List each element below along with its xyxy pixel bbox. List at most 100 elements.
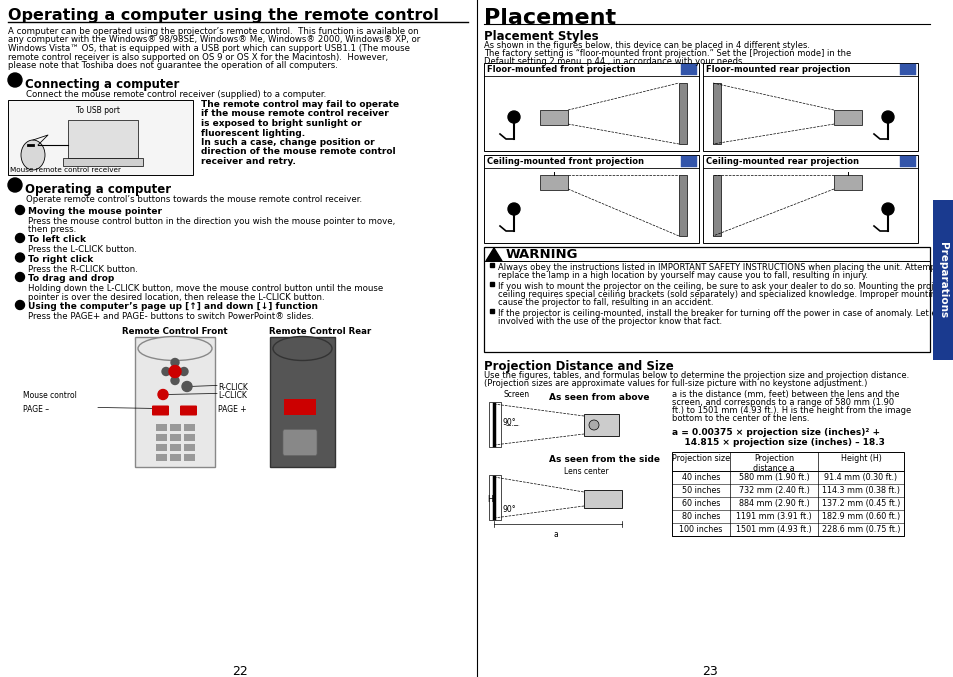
Circle shape — [182, 382, 192, 391]
Text: 22: 22 — [232, 665, 248, 677]
Circle shape — [882, 203, 893, 215]
FancyBboxPatch shape — [156, 424, 168, 431]
Ellipse shape — [138, 336, 212, 360]
Text: a: a — [554, 530, 558, 539]
Text: replace the lamp in a high location by yourself may cause you to fall, resulting: replace the lamp in a high location by y… — [497, 271, 867, 280]
FancyBboxPatch shape — [284, 399, 315, 414]
Text: Remote Control Rear: Remote Control Rear — [269, 326, 371, 336]
Text: Lens center: Lens center — [563, 467, 608, 476]
FancyBboxPatch shape — [171, 434, 181, 441]
FancyBboxPatch shape — [68, 120, 138, 158]
Text: 14.815 × projection size (inches) – 18.3: 14.815 × projection size (inches) – 18.3 — [671, 438, 884, 447]
Text: 580 mm (1.90 ft.): 580 mm (1.90 ft.) — [738, 473, 808, 482]
Text: To left click: To left click — [28, 235, 86, 244]
Text: fluorescent lighting.: fluorescent lighting. — [201, 129, 305, 137]
FancyBboxPatch shape — [171, 454, 181, 461]
Text: To drag and drop: To drag and drop — [28, 274, 114, 283]
FancyBboxPatch shape — [156, 444, 168, 451]
Polygon shape — [485, 248, 501, 261]
Circle shape — [588, 420, 598, 430]
Text: then press.: then press. — [28, 225, 76, 234]
Circle shape — [8, 73, 22, 87]
Circle shape — [15, 234, 25, 242]
Text: Always obey the instructions listed in IMPORTANT SAFETY INSTRUCTIONS when placin: Always obey the instructions listed in I… — [497, 263, 953, 272]
FancyBboxPatch shape — [539, 175, 567, 190]
Circle shape — [171, 359, 179, 366]
Text: PAGE +: PAGE + — [218, 406, 247, 414]
Text: H: H — [486, 495, 493, 504]
Text: L-CLICK: L-CLICK — [218, 391, 247, 401]
Text: Floor-mounted rear projection: Floor-mounted rear projection — [705, 65, 850, 74]
FancyBboxPatch shape — [583, 414, 618, 436]
FancyBboxPatch shape — [680, 64, 697, 75]
Text: As seen from above: As seen from above — [548, 393, 649, 402]
Text: Preparations: Preparations — [937, 242, 947, 318]
Text: 114.3 mm (0.38 ft.): 114.3 mm (0.38 ft.) — [821, 486, 899, 495]
Text: Projection
distance a: Projection distance a — [753, 454, 794, 473]
Circle shape — [158, 389, 168, 399]
Text: receiver and retry.: receiver and retry. — [201, 157, 295, 166]
Text: ceiling requires special ceiling brackets (sold separately) and specialized know: ceiling requires special ceiling bracket… — [497, 290, 953, 299]
Circle shape — [162, 368, 170, 376]
FancyBboxPatch shape — [135, 336, 214, 466]
Text: Mouse control: Mouse control — [23, 391, 77, 401]
Text: Connect the mouse remote control receiver (supplied) to a computer.: Connect the mouse remote control receive… — [26, 90, 326, 99]
Text: a is the distance (mm, feet) between the lens and the: a is the distance (mm, feet) between the… — [671, 390, 899, 399]
Text: Projection Distance and Size: Projection Distance and Size — [483, 360, 673, 373]
Text: Floor-mounted front projection: Floor-mounted front projection — [486, 65, 635, 74]
FancyBboxPatch shape — [489, 402, 500, 447]
Text: A computer can be operated using the projector’s remote control.  This function : A computer can be operated using the pro… — [8, 27, 418, 36]
Text: WARNING: WARNING — [505, 248, 578, 261]
Text: involved with the use of the projector know that fact.: involved with the use of the projector k… — [497, 317, 721, 326]
Text: !: ! — [492, 249, 496, 258]
Text: is exposed to bright sunlight or: is exposed to bright sunlight or — [201, 119, 361, 128]
Text: 60 inches: 60 inches — [681, 499, 720, 508]
FancyBboxPatch shape — [539, 110, 567, 125]
Text: 90°: 90° — [502, 418, 517, 427]
Text: Use the figures, tables, and formulas below to determine the projection size and: Use the figures, tables, and formulas be… — [483, 371, 908, 380]
Text: (Projection sizes are approximate values for full-size picture with no keystone : (Projection sizes are approximate values… — [483, 379, 866, 388]
Text: bottom to the center of the lens.: bottom to the center of the lens. — [671, 414, 809, 423]
Text: Remote Control Front: Remote Control Front — [122, 326, 228, 336]
Text: 137.2 mm (0.45 ft.): 137.2 mm (0.45 ft.) — [821, 499, 900, 508]
Text: Height (H): Height (H) — [840, 454, 881, 463]
Text: To USB port: To USB port — [76, 106, 120, 115]
FancyBboxPatch shape — [932, 200, 952, 360]
Text: if the mouse remote control receiver: if the mouse remote control receiver — [201, 110, 388, 118]
FancyBboxPatch shape — [680, 156, 697, 167]
FancyBboxPatch shape — [483, 155, 699, 243]
FancyBboxPatch shape — [152, 406, 169, 416]
Text: Operating a computer: Operating a computer — [25, 183, 171, 196]
FancyBboxPatch shape — [899, 156, 915, 167]
Text: Press the L-CLICK button.: Press the L-CLICK button. — [28, 245, 136, 254]
Text: Default setting 2 menu  p.44 , in accordance with your needs.: Default setting 2 menu p.44 , in accorda… — [483, 57, 744, 66]
Text: please note that Toshiba does not guarantee the operation of all computers.: please note that Toshiba does not guaran… — [8, 61, 337, 70]
FancyBboxPatch shape — [679, 83, 686, 144]
Text: 1501 mm (4.93 ft.): 1501 mm (4.93 ft.) — [736, 525, 811, 534]
Ellipse shape — [273, 336, 332, 360]
Text: Windows Vista™ OS, that is equipped with a USB port which can support USB1.1 (Th: Windows Vista™ OS, that is equipped with… — [8, 44, 410, 53]
Circle shape — [882, 111, 893, 123]
Text: 884 mm (2.90 ft.): 884 mm (2.90 ft.) — [738, 499, 808, 508]
Text: As seen from the side: As seen from the side — [548, 455, 659, 464]
FancyBboxPatch shape — [483, 247, 929, 352]
Text: Press the R-CLICK button.: Press the R-CLICK button. — [28, 265, 138, 274]
FancyBboxPatch shape — [156, 434, 168, 441]
FancyBboxPatch shape — [483, 63, 699, 151]
Circle shape — [169, 366, 181, 378]
Text: 50 inches: 50 inches — [681, 486, 720, 495]
Text: Placement Styles: Placement Styles — [483, 30, 598, 43]
Text: cause the projector to fall, resulting in an accident.: cause the projector to fall, resulting i… — [497, 298, 713, 307]
FancyBboxPatch shape — [712, 83, 720, 144]
Circle shape — [171, 376, 179, 385]
Text: In such a case, change position or: In such a case, change position or — [201, 138, 375, 147]
FancyBboxPatch shape — [184, 444, 195, 451]
Text: ft.) to 1501 mm (4.93 ft.). H is the height from the image: ft.) to 1501 mm (4.93 ft.). H is the hei… — [671, 406, 910, 415]
Text: Moving the mouse pointer: Moving the mouse pointer — [28, 207, 162, 216]
Text: 1: 1 — [11, 75, 18, 84]
Text: 1191 mm (3.91 ft.): 1191 mm (3.91 ft.) — [736, 512, 811, 521]
Text: If the projector is ceiling-mounted, install the breaker for turning off the pow: If the projector is ceiling-mounted, ins… — [497, 309, 953, 318]
Text: Placement: Placement — [483, 8, 616, 28]
FancyBboxPatch shape — [679, 175, 686, 236]
FancyBboxPatch shape — [156, 454, 168, 461]
